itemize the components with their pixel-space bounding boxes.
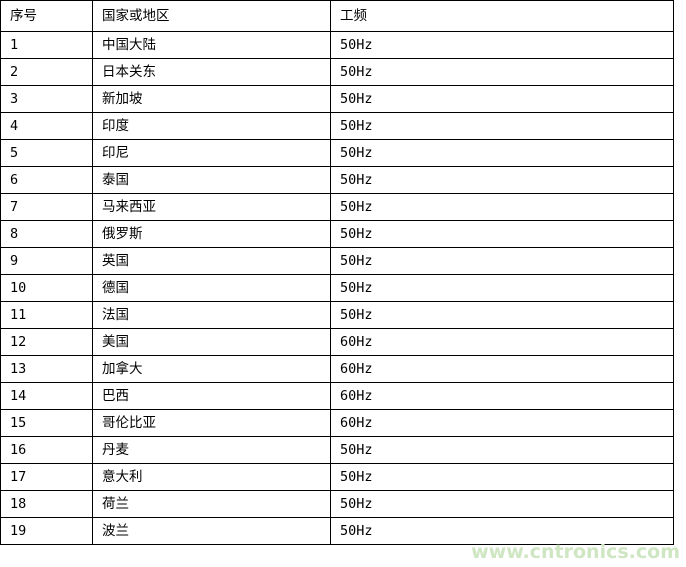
cell-frequency: 60Hz bbox=[330, 355, 674, 383]
table-row: 6 泰国 50Hz bbox=[0, 166, 674, 194]
cell-frequency: 50Hz bbox=[330, 490, 674, 518]
cell-frequency: 50Hz bbox=[330, 220, 674, 248]
table-row: 9 英国 50Hz bbox=[0, 247, 674, 275]
cell-region: 哥伦比亚 bbox=[92, 409, 331, 437]
frequency-table: 序号 国家或地区 工频 1 中国大陆 50Hz 2 日本关东 50Hz 3 新加坡 50Hz 4 印… bbox=[0, 0, 674, 545]
cell-frequency: 50Hz bbox=[330, 274, 674, 302]
cell-region: 俄罗斯 bbox=[92, 220, 331, 248]
table-row: 14 巴西 60Hz bbox=[0, 382, 674, 410]
cell-region: 日本关东 bbox=[92, 58, 331, 86]
cell-region: 中国大陆 bbox=[92, 31, 331, 59]
cell-region: 意大利 bbox=[92, 463, 331, 491]
table-row: 15 哥伦比亚 60Hz bbox=[0, 409, 674, 437]
table-row: 2 日本关东 50Hz bbox=[0, 58, 674, 86]
cell-region: 印度 bbox=[92, 112, 331, 140]
column-header-index: 序号 bbox=[0, 0, 93, 32]
table-row: 17 意大利 50Hz bbox=[0, 463, 674, 491]
cell-region: 英国 bbox=[92, 247, 331, 275]
cell-region: 荷兰 bbox=[92, 490, 331, 518]
cell-region: 波兰 bbox=[92, 517, 331, 545]
cell-index: 3 bbox=[0, 85, 93, 113]
cell-index: 2 bbox=[0, 58, 93, 86]
cell-region: 德国 bbox=[92, 274, 331, 302]
table-row: 8 俄罗斯 50Hz bbox=[0, 220, 674, 248]
cell-index: 1 bbox=[0, 31, 93, 59]
cell-index: 6 bbox=[0, 166, 93, 194]
cell-frequency: 50Hz bbox=[330, 58, 674, 86]
cell-region: 法国 bbox=[92, 301, 331, 329]
cell-frequency: 50Hz bbox=[330, 517, 674, 545]
cell-index: 4 bbox=[0, 112, 93, 140]
cell-region: 巴西 bbox=[92, 382, 331, 410]
cell-frequency: 50Hz bbox=[330, 193, 674, 221]
cell-frequency: 50Hz bbox=[330, 139, 674, 167]
table-row: 5 印尼 50Hz bbox=[0, 139, 674, 167]
cell-index: 9 bbox=[0, 247, 93, 275]
table-row: 19 波兰 50Hz bbox=[0, 517, 674, 545]
cell-frequency: 60Hz bbox=[330, 328, 674, 356]
cell-region: 新加坡 bbox=[92, 85, 331, 113]
cell-frequency: 50Hz bbox=[330, 112, 674, 140]
column-header-region: 国家或地区 bbox=[92, 0, 331, 32]
table-header: 序号 国家或地区 工频 bbox=[0, 0, 674, 32]
cell-frequency: 50Hz bbox=[330, 301, 674, 329]
table-row: 13 加拿大 60Hz bbox=[0, 355, 674, 383]
table-row: 3 新加坡 50Hz bbox=[0, 85, 674, 113]
cell-frequency: 60Hz bbox=[330, 382, 674, 410]
cell-frequency: 50Hz bbox=[330, 436, 674, 464]
cell-index: 17 bbox=[0, 463, 93, 491]
cell-index: 10 bbox=[0, 274, 93, 302]
table-row: 18 荷兰 50Hz bbox=[0, 490, 674, 518]
cell-index: 5 bbox=[0, 139, 93, 167]
cell-index: 8 bbox=[0, 220, 93, 248]
table-row: 4 印度 50Hz bbox=[0, 112, 674, 140]
cell-frequency: 50Hz bbox=[330, 85, 674, 113]
cell-frequency: 50Hz bbox=[330, 166, 674, 194]
cell-region: 美国 bbox=[92, 328, 331, 356]
cell-region: 印尼 bbox=[92, 139, 331, 167]
cell-index: 14 bbox=[0, 382, 93, 410]
cell-index: 15 bbox=[0, 409, 93, 437]
table-row: 1 中国大陆 50Hz bbox=[0, 31, 674, 59]
cell-frequency: 60Hz bbox=[330, 409, 674, 437]
table-row: 12 美国 60Hz bbox=[0, 328, 674, 356]
table-header-row: 序号 国家或地区 工频 bbox=[0, 0, 674, 32]
cell-index: 19 bbox=[0, 517, 93, 545]
table-row: 16 丹麦 50Hz bbox=[0, 436, 674, 464]
cell-region: 泰国 bbox=[92, 166, 331, 194]
cell-region: 马来西亚 bbox=[92, 193, 331, 221]
cell-index: 12 bbox=[0, 328, 93, 356]
cell-region: 丹麦 bbox=[92, 436, 331, 464]
table-body: 1 中国大陆 50Hz 2 日本关东 50Hz 3 新加坡 50Hz 4 印度 50Hz 5 印尼 50Hz… bbox=[0, 31, 674, 545]
cell-index: 18 bbox=[0, 490, 93, 518]
table-row: 11 法国 50Hz bbox=[0, 301, 674, 329]
cell-index: 13 bbox=[0, 355, 93, 383]
table-row: 10 德国 50Hz bbox=[0, 274, 674, 302]
table-row: 7 马来西亚 50Hz bbox=[0, 193, 674, 221]
cell-frequency: 50Hz bbox=[330, 31, 674, 59]
column-header-frequency: 工频 bbox=[330, 0, 674, 32]
cell-index: 7 bbox=[0, 193, 93, 221]
cell-frequency: 50Hz bbox=[330, 247, 674, 275]
cell-index: 16 bbox=[0, 436, 93, 464]
cell-index: 11 bbox=[0, 301, 93, 329]
cell-region: 加拿大 bbox=[92, 355, 331, 383]
cell-frequency: 50Hz bbox=[330, 463, 674, 491]
